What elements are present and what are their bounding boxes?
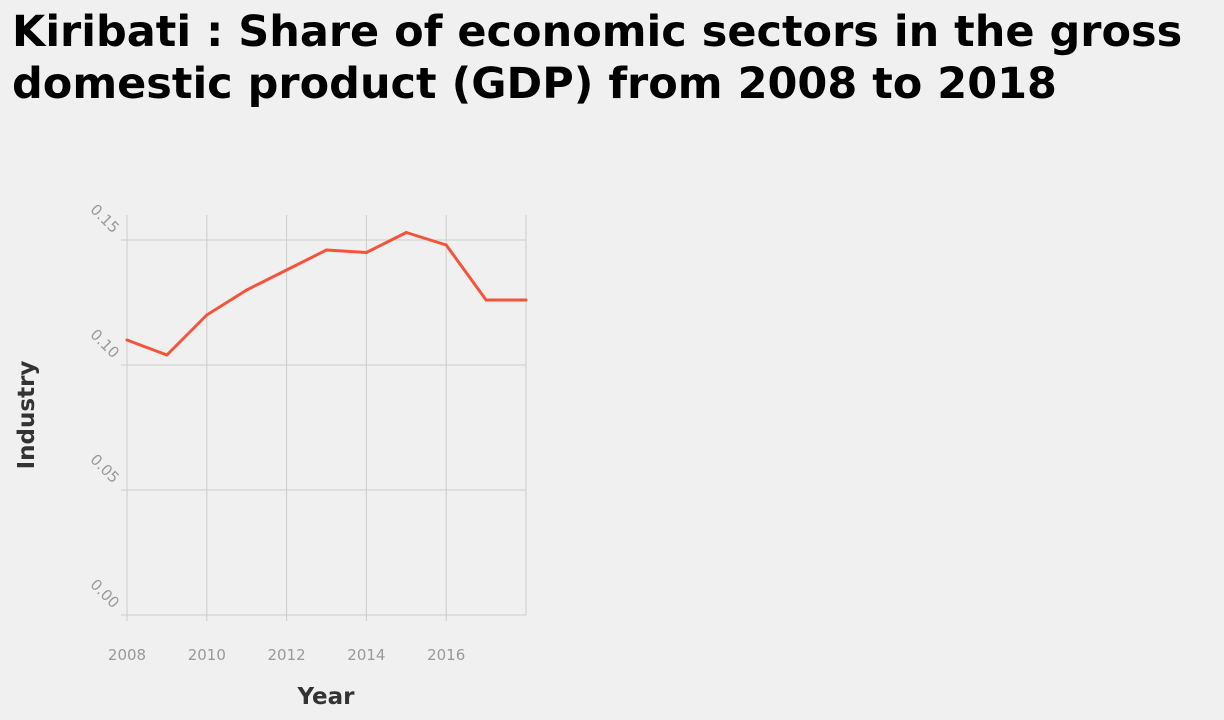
- chart-title: Kiribati : Share of economic sectors in …: [12, 7, 1183, 109]
- y-tick-label: 0.15: [87, 200, 123, 236]
- x-tick-label: 2008: [108, 646, 146, 664]
- x-tick-label: 2010: [188, 646, 226, 664]
- x-tick-label: 2014: [347, 646, 385, 664]
- x-tick-label: 2016: [427, 646, 465, 664]
- y-tick-label: 0.00: [87, 575, 123, 611]
- series-lines: [125, 231, 528, 357]
- grid-lines: [121, 215, 527, 621]
- data-point: [484, 298, 488, 302]
- x-axis-ticks: 2008 2010 2012 2014 2016: [108, 646, 465, 664]
- x-axis-title: Year: [296, 684, 355, 710]
- x-tick-label: 2012: [268, 646, 306, 664]
- data-point: [404, 231, 408, 234]
- data-point: [205, 313, 209, 317]
- y-tick-label: 0.10: [87, 325, 123, 361]
- y-tick-label: 0.05: [87, 450, 123, 486]
- data-point: [325, 248, 328, 252]
- data-point: [285, 268, 289, 272]
- data-point: [444, 243, 448, 247]
- data-point: [125, 338, 129, 342]
- y-axis-title: Industry: [14, 361, 40, 470]
- data-point: [245, 288, 249, 292]
- y-axis-ticks: 0.00 0.05 0.10 0.15: [87, 200, 123, 611]
- data-point: [364, 251, 368, 254]
- data-point: [165, 353, 169, 357]
- data-point: [524, 298, 528, 302]
